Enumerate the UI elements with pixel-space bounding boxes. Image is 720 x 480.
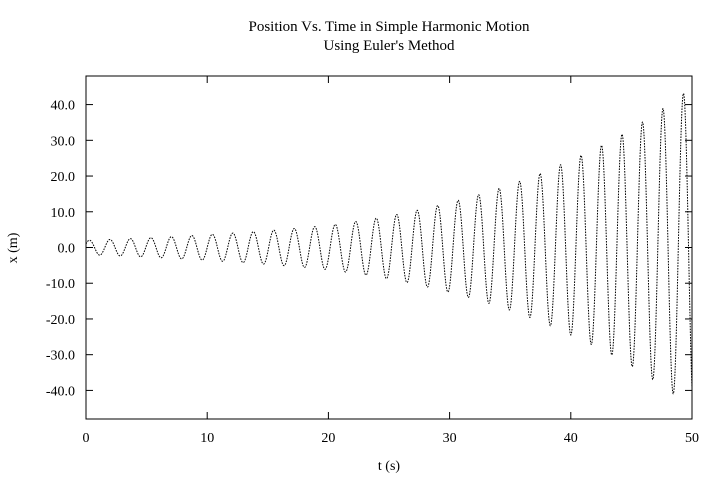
y-tick-label: -20.0 [46, 313, 75, 328]
y-tick-label: 20.0 [51, 170, 76, 185]
y-tick-label: 10.0 [51, 206, 76, 221]
y-tick-label: -40.0 [46, 384, 75, 399]
x-tick-label: 0 [83, 431, 90, 446]
y-tick-label: -30.0 [46, 349, 75, 364]
chart-title-line-1: Position Vs. Time in Simple Harmonic Mot… [248, 19, 530, 35]
chart-title-line-2: Using Euler's Method [323, 38, 455, 54]
series-line [85, 92, 693, 395]
x-tick-label: 10 [200, 431, 214, 446]
y-axis: 40.0 30.0 20.0 10.0 0.0 -10.0 -20.0 -30.0 -40.0 [46, 99, 692, 399]
x-axis-label: t (s) [378, 459, 401, 474]
y-tick-label: 30.0 [51, 134, 76, 149]
x-tick-label: 50 [685, 431, 699, 446]
y-tick-label: -10.0 [46, 277, 75, 292]
x-tick-label: 20 [321, 431, 335, 446]
y-tick-label: 0.0 [58, 242, 76, 257]
x-tick-label: 30 [443, 431, 457, 446]
y-tick-label: 40.0 [51, 99, 76, 114]
y-axis-label: x (m) [6, 232, 21, 263]
x-tick-label: 40 [564, 431, 578, 446]
series-layer [85, 92, 693, 395]
x-axis: 0 10 20 30 40 50 [83, 76, 699, 446]
